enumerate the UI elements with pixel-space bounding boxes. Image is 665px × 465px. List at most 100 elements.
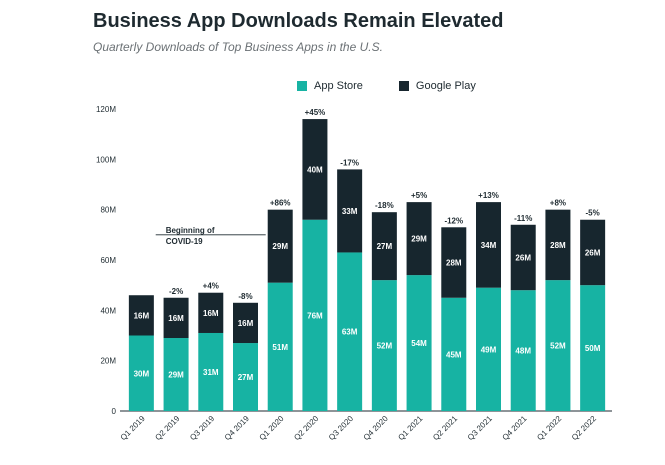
change-label: +45% <box>305 108 326 117</box>
bar-app-store <box>371 280 397 411</box>
bar-value-label-google-play: 26M <box>585 248 601 257</box>
bar-value-label-app-store: 45M <box>446 350 462 359</box>
bar-google-play <box>337 169 363 253</box>
bar-google-play <box>510 224 536 291</box>
change-label: +4% <box>203 282 219 291</box>
y-tick-label: 120M <box>96 105 116 114</box>
bar-google-play <box>198 292 224 333</box>
y-tick-label: 20M <box>100 357 116 366</box>
x-tick-label: Q4 2020 <box>362 414 390 442</box>
y-tick-label: 60M <box>100 256 116 265</box>
bar-app-store <box>337 252 363 411</box>
bar-value-label-google-play: 29M <box>272 242 288 251</box>
x-tick-label: Q2 2021 <box>431 414 459 442</box>
legend-swatch-app-store <box>297 81 307 91</box>
x-tick-label: Q2 2019 <box>153 414 181 442</box>
bar-app-store <box>233 343 258 411</box>
y-tick-label: 100M <box>96 155 116 164</box>
change-label: +5% <box>411 191 427 200</box>
y-tick-label: 0 <box>112 407 117 416</box>
x-tick-label: Q2 2020 <box>292 414 320 442</box>
chart-title: Business App Downloads Remain Elevated <box>93 10 504 32</box>
bar-app-store <box>163 338 189 411</box>
bar-google-play <box>128 295 154 336</box>
bar-value-label-app-store: 31M <box>203 368 219 377</box>
bar-app-store <box>545 280 571 411</box>
change-label: -5% <box>586 209 600 218</box>
bar-google-play <box>233 302 258 344</box>
change-label: -2% <box>169 287 183 296</box>
bar-google-play <box>580 219 606 286</box>
bar-app-store <box>510 290 536 411</box>
bar-value-label-app-store: 52M <box>550 342 566 351</box>
change-label: -18% <box>375 201 394 210</box>
change-label: -12% <box>444 216 463 225</box>
bar-value-label-app-store: 76M <box>307 311 323 320</box>
bar-google-play <box>545 209 571 281</box>
x-tick-label: Q1 2019 <box>119 414 147 442</box>
bar-value-label-app-store: 63M <box>342 328 358 337</box>
bar-value-label-google-play: 26M <box>515 253 531 262</box>
legend-swatch-google-play <box>398 81 409 91</box>
change-label: +86% <box>270 199 291 208</box>
bar-value-label-app-store: 52M <box>377 342 393 351</box>
change-label: -11% <box>514 214 532 223</box>
bar-value-label-google-play: 16M <box>168 314 184 323</box>
bar-google-play <box>441 227 467 298</box>
legend-item-google-play: Google Play <box>398 80 476 92</box>
bar-google-play <box>371 212 397 281</box>
bar-value-label-google-play: 29M <box>411 235 427 244</box>
x-tick-label: Q2 2022 <box>570 414 598 442</box>
bar-app-store <box>302 219 328 411</box>
x-tick-label: Q1 2022 <box>535 414 563 442</box>
bar-value-label-app-store: 48M <box>515 347 531 356</box>
legend-label-app-store: App Store <box>314 80 363 92</box>
annotation-text: Beginning of <box>166 226 215 235</box>
legend-item-app-store: App Store <box>297 80 363 92</box>
x-tick-label: Q3 2019 <box>188 414 216 442</box>
bar-google-play <box>302 119 328 220</box>
bar-google-play <box>406 202 432 276</box>
bar-value-label-app-store: 50M <box>585 344 601 353</box>
bar-app-store <box>267 282 293 411</box>
change-label: +13% <box>478 191 499 200</box>
x-tick-label: Q1 2020 <box>258 414 286 442</box>
bar-app-store <box>406 275 432 411</box>
bar-value-label-app-store: 49M <box>481 345 497 354</box>
x-tick-label: Q1 2021 <box>396 414 424 442</box>
x-tick-label: Q3 2021 <box>466 414 494 442</box>
bar-value-label-google-play: 33M <box>342 207 358 216</box>
bar-value-label-google-play: 40M <box>307 165 323 174</box>
bar-google-play <box>163 297 189 339</box>
x-tick-label: Q4 2019 <box>223 414 251 442</box>
bar-value-label-google-play: 34M <box>481 241 497 250</box>
y-tick-label: 40M <box>100 306 116 315</box>
change-label: +8% <box>550 199 566 208</box>
y-tick-label: 80M <box>100 206 116 215</box>
bar-google-play <box>267 209 293 283</box>
chart-subtitle: Quarterly Downloads of Top Business Apps… <box>93 40 383 54</box>
bar-value-label-app-store: 27M <box>238 373 254 382</box>
bar-app-store <box>441 297 467 411</box>
change-label: -17% <box>340 158 359 167</box>
legend: App Store Google Play <box>297 80 512 92</box>
bar-google-play <box>476 202 501 288</box>
bar-value-label-google-play: 16M <box>203 309 219 318</box>
bar-value-label-google-play: 16M <box>134 311 150 320</box>
bar-value-label-app-store: 29M <box>168 371 184 380</box>
bar-value-label-app-store: 30M <box>134 369 150 378</box>
bar-app-store <box>476 287 501 411</box>
bar-value-label-google-play: 28M <box>550 241 566 250</box>
bar-app-store <box>198 332 224 411</box>
x-tick-label: Q4 2021 <box>501 414 529 442</box>
bar-value-label-app-store: 54M <box>411 339 427 348</box>
x-tick-label: Q3 2020 <box>327 414 355 442</box>
annotation-text: COVID-19 <box>166 237 203 246</box>
bar-value-label-google-play: 28M <box>446 259 462 268</box>
bar-value-label-google-play: 16M <box>238 319 254 328</box>
bar-value-label-app-store: 51M <box>272 343 288 352</box>
legend-label-google-play: Google Play <box>415 80 476 92</box>
bar-value-label-google-play: 27M <box>377 242 393 251</box>
change-label: -8% <box>238 292 252 301</box>
